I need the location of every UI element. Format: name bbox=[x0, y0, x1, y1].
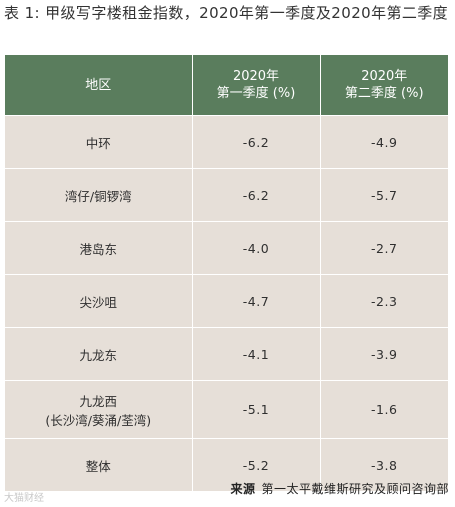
cell-q1: -5.2 bbox=[192, 438, 321, 491]
header-region: 地区 bbox=[5, 55, 193, 116]
cell-q1: -4.0 bbox=[192, 221, 321, 275]
cell-q2: -4.9 bbox=[320, 115, 448, 169]
cell-region: 九龙东 bbox=[5, 327, 193, 381]
region-subareas: (长沙湾/葵涌/荃湾) bbox=[45, 412, 152, 428]
cell-q1: -4.1 bbox=[192, 327, 321, 381]
table-row: 九龙西 (长沙湾/葵涌/荃湾) -5.1 -1.6 bbox=[5, 380, 448, 439]
header-q1-quarter: 第一季度 (%) bbox=[216, 86, 296, 101]
cell-q1: -4.7 bbox=[192, 274, 321, 328]
table-row: 中环 -6.2 -4.9 bbox=[5, 115, 448, 169]
header-q2-quarter: 第二季度 (%) bbox=[344, 86, 424, 101]
cell-region: 港岛东 bbox=[5, 221, 193, 275]
header-q1-year: 2020年 bbox=[232, 69, 280, 84]
header-q1: 2020年 第一季度 (%) bbox=[192, 55, 321, 116]
cell-q2: -2.3 bbox=[320, 274, 448, 328]
region-name: 湾仔/铜锣湾 bbox=[64, 188, 132, 204]
header-q2-year: 2020年 bbox=[361, 69, 408, 84]
table-row: 湾仔/铜锣湾 -6.2 -5.7 bbox=[5, 168, 448, 222]
rent-index-table: 地区 2020年 第一季度 (%) 2020年 第二季度 (%) 中环 -6.2… bbox=[5, 55, 448, 491]
cell-q1: -5.1 bbox=[192, 380, 321, 439]
cell-region: 九龙西 (长沙湾/葵涌/荃湾) bbox=[5, 380, 193, 439]
table-row: 港岛东 -4.0 -2.7 bbox=[5, 221, 448, 275]
cell-q2: -3.8 bbox=[320, 438, 448, 491]
watermark: 大猫财经 bbox=[4, 493, 44, 504]
table-header-row: 地区 2020年 第一季度 (%) 2020年 第二季度 (%) bbox=[5, 55, 448, 116]
cell-region: 湾仔/铜锣湾 bbox=[5, 168, 193, 222]
region-name: 九龙东 bbox=[79, 347, 117, 363]
source-label: 来源 bbox=[230, 482, 256, 496]
region-name: 港岛东 bbox=[79, 241, 117, 257]
region-name: 整体 bbox=[85, 458, 111, 474]
cell-q1: -6.2 bbox=[192, 168, 321, 222]
cell-q1: -6.2 bbox=[192, 115, 321, 169]
header-q2: 2020年 第二季度 (%) bbox=[320, 55, 448, 116]
cell-q2: -2.7 bbox=[320, 221, 448, 275]
source-text: 第一太平戴维斯研究及顾问咨询部 bbox=[261, 482, 449, 496]
table-row: 九龙东 -4.1 -3.9 bbox=[5, 327, 448, 381]
cell-q2: -5.7 bbox=[320, 168, 448, 222]
table-row: 尖沙咀 -4.7 -2.3 bbox=[5, 274, 448, 328]
table-row: 整体 -5.2 -3.8 bbox=[5, 438, 448, 491]
document-title: 表 1: 甲级写字楼租金指数，2020年第一季度及2020年第二季度 bbox=[4, 4, 449, 22]
cell-region: 整体 bbox=[5, 438, 193, 491]
cell-q2: -3.9 bbox=[320, 327, 448, 381]
region-name: 中环 bbox=[85, 135, 111, 151]
cell-q2: -1.6 bbox=[320, 380, 448, 439]
region-name: 九龙西 bbox=[79, 393, 117, 409]
cell-region: 中环 bbox=[5, 115, 193, 169]
cell-region: 尖沙咀 bbox=[5, 274, 193, 328]
source-note: 来源 第一太平戴维斯研究及顾问咨询部 bbox=[230, 480, 449, 497]
header-region-label: 地区 bbox=[85, 77, 112, 93]
region-name: 尖沙咀 bbox=[79, 294, 117, 310]
